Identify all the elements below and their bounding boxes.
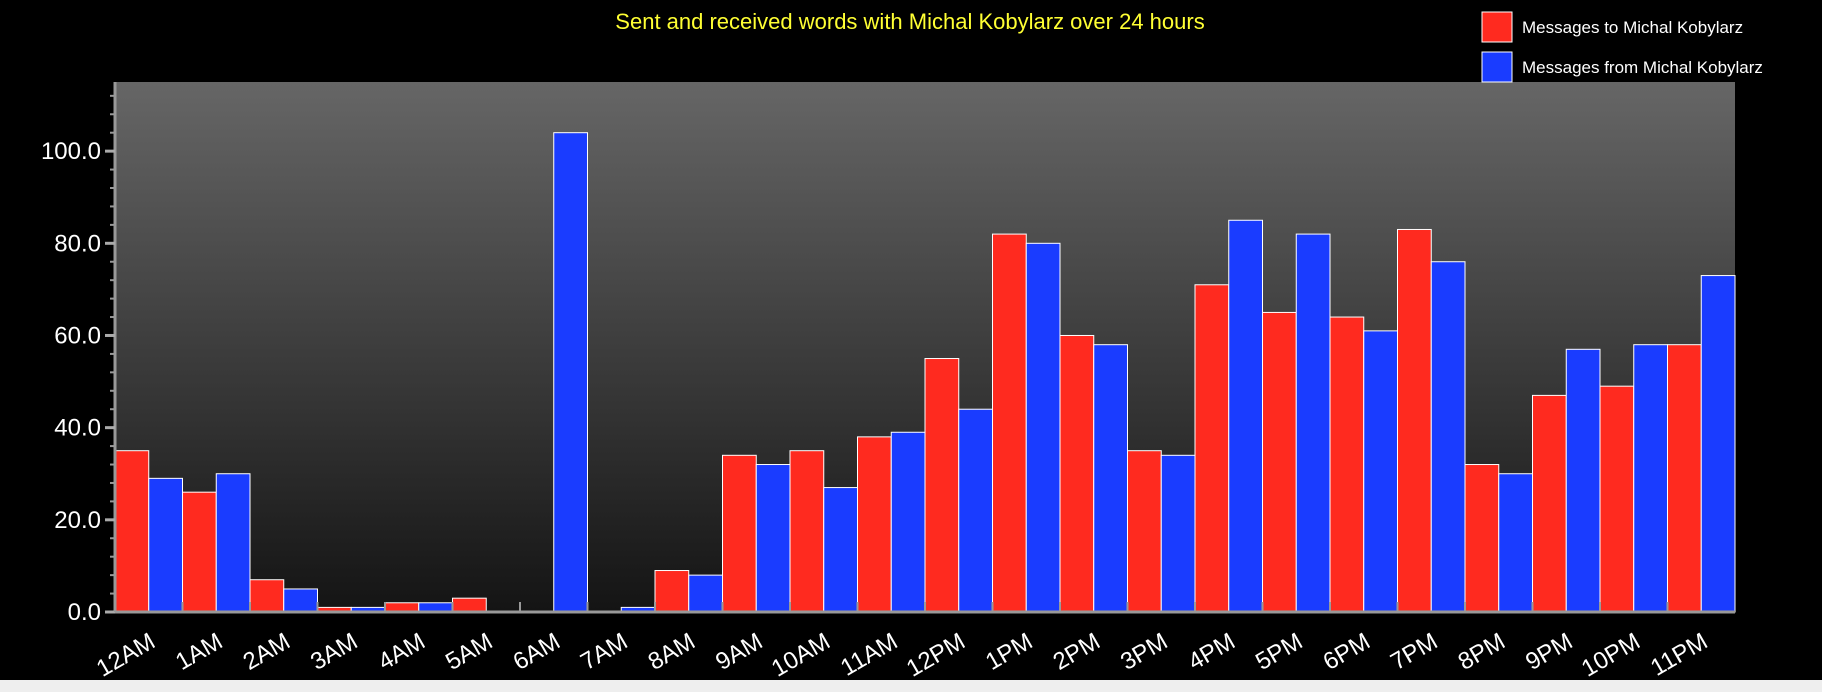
x-tick-label-6PM: 6PM: [1319, 628, 1375, 676]
y-tick-label: 80.0: [54, 230, 101, 257]
bar-from-7PM: [1430, 261, 1466, 613]
bar-to-9AM: [722, 454, 757, 613]
bar-from-8PM: [1498, 473, 1533, 613]
bar-to-2PM: [1059, 334, 1095, 613]
bar-from-10PM: [1633, 344, 1668, 613]
x-tick-label-7PM: 7PM: [1386, 628, 1442, 676]
bar-from-8AM: [688, 574, 723, 613]
bar-from-9PM: [1565, 348, 1601, 613]
x-tick-label-1PM: 1PM: [981, 628, 1037, 676]
legend-label-to: Messages to Michal Kobylarz: [1522, 18, 1743, 37]
bar-to-6PM: [1329, 316, 1365, 613]
y-tick-label: 40.0: [54, 415, 101, 442]
x-tick-label-2PM: 2PM: [1049, 628, 1105, 676]
x-tick-label-10PM: 10PM: [1577, 628, 1645, 680]
bar-from-3PM: [1160, 454, 1196, 613]
y-tick-label: 60.0: [54, 322, 101, 349]
bar-from-2PM: [1093, 344, 1128, 613]
legend: Messages to Michal Kobylarz Messages fro…: [1481, 11, 1763, 83]
bar-to-11AM: [857, 436, 892, 613]
bar-to-8AM: [654, 570, 690, 613]
bar-to-5AM: [452, 597, 487, 613]
x-tick-label-7AM: 7AM: [576, 628, 632, 676]
bar-from-11AM: [890, 431, 926, 613]
x-tick-label-3AM: 3AM: [306, 628, 362, 676]
bar-from-5PM: [1295, 233, 1331, 613]
bar-to-12PM: [924, 358, 960, 613]
bar-to-5PM: [1262, 311, 1297, 613]
bar-to-12AM: [114, 450, 150, 613]
x-tick-label-5PM: 5PM: [1251, 628, 1307, 676]
bar-to-3PM: [1127, 450, 1162, 613]
x-tick-label-5AM: 5AM: [441, 628, 497, 676]
bar-to-10PM: [1599, 385, 1635, 613]
legend-label-from: Messages from Michal Kobylarz: [1522, 58, 1763, 77]
x-tick-label-9PM: 9PM: [1521, 628, 1577, 676]
y-tick-label: 20.0: [54, 507, 101, 534]
bar-from-6PM: [1363, 330, 1398, 613]
x-tick-label-4AM: 4AM: [374, 628, 430, 676]
bar-from-10AM: [823, 487, 858, 613]
bar-to-9PM: [1532, 394, 1567, 613]
x-tick-label-1AM: 1AM: [171, 628, 227, 676]
bar-to-1AM: [182, 491, 217, 613]
bar-to-2AM: [249, 579, 285, 613]
bar-from-11PM: [1700, 275, 1736, 613]
y-tick-label: 0.0: [68, 599, 101, 626]
x-tick-label-3PM: 3PM: [1116, 628, 1172, 676]
x-tick-label-12AM: 12AM: [92, 628, 160, 680]
x-tick-label-10AM: 10AM: [767, 628, 835, 680]
x-tick-label-9AM: 9AM: [711, 628, 767, 676]
x-tick-label-4PM: 4PM: [1184, 628, 1240, 676]
x-tick-label-11PM: 11PM: [1646, 628, 1712, 680]
bars-layer: [114, 132, 1736, 613]
bar-from-12AM: [148, 477, 183, 613]
y-tick-label: 100.0: [41, 138, 101, 165]
bar-from-4PM: [1228, 219, 1263, 613]
bar-to-7PM: [1397, 228, 1432, 613]
x-tick-label-11AM: 11AM: [836, 628, 902, 680]
bar-from-1AM: [215, 473, 251, 613]
bar-from-2AM: [283, 588, 318, 613]
chart-title: Sent and received words with Michal Koby…: [615, 9, 1204, 34]
legend-swatch-to: [1481, 11, 1513, 43]
bar-from-6AM: [553, 132, 588, 613]
bar-to-4PM: [1194, 284, 1230, 613]
x-tick-label-8AM: 8AM: [644, 628, 700, 676]
bar-from-1PM: [1025, 242, 1061, 613]
bar-to-8PM: [1464, 464, 1500, 613]
bar-from-12PM: [958, 408, 993, 613]
x-tick-label-8PM: 8PM: [1454, 628, 1510, 676]
legend-swatch-from: [1481, 51, 1513, 83]
bar-from-9AM: [755, 464, 791, 613]
x-tick-label-2AM: 2AM: [239, 628, 295, 676]
x-tick-label-6AM: 6AM: [509, 628, 565, 676]
bar-to-1PM: [992, 233, 1027, 613]
bar-to-10AM: [789, 450, 825, 613]
x-tick-label-12PM: 12PM: [902, 628, 970, 680]
bar-to-11PM: [1667, 344, 1702, 613]
